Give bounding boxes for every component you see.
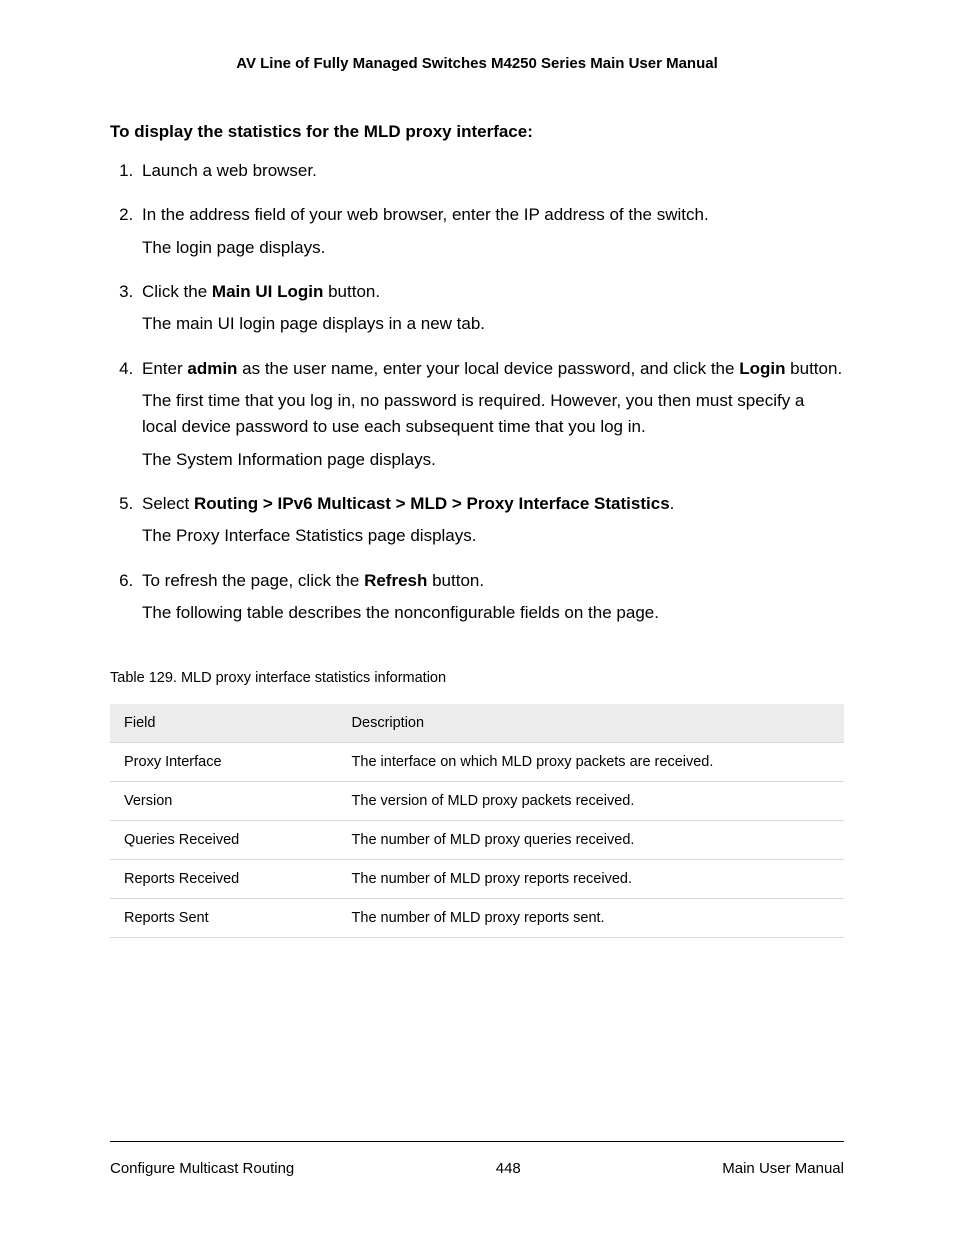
step-subtext: The login page displays. bbox=[142, 235, 844, 261]
step-5: Select Routing > IPv6 Multicast > MLD > … bbox=[138, 491, 844, 550]
cell-field: Version bbox=[110, 782, 338, 821]
text: button. bbox=[427, 571, 484, 590]
document-title: AV Line of Fully Managed Switches M4250 … bbox=[110, 55, 844, 72]
table-row: Version The version of MLD proxy packets… bbox=[110, 782, 844, 821]
cell-desc: The number of MLD proxy queries received… bbox=[338, 821, 844, 860]
step-subtext: The System Information page displays. bbox=[142, 447, 844, 473]
table-row: Queries Received The number of MLD proxy… bbox=[110, 821, 844, 860]
step-text: Enter admin as the user name, enter your… bbox=[142, 359, 842, 378]
text: as the user name, enter your local devic… bbox=[237, 359, 739, 378]
cell-desc: The interface on which MLD proxy packets… bbox=[338, 743, 844, 782]
cell-field: Reports Sent bbox=[110, 899, 338, 938]
step-subtext: The Proxy Interface Statistics page disp… bbox=[142, 523, 844, 549]
table-row: Proxy Interface The interface on which M… bbox=[110, 743, 844, 782]
footer-page-number: 448 bbox=[496, 1160, 521, 1177]
cell-desc: The number of MLD proxy reports sent. bbox=[338, 899, 844, 938]
step-2: In the address field of your web browser… bbox=[138, 202, 844, 261]
text: button. bbox=[323, 282, 380, 301]
table-caption: Table 129. MLD proxy interface statistic… bbox=[110, 670, 844, 686]
text: Click the bbox=[142, 282, 212, 301]
table-row: Reports Received The number of MLD proxy… bbox=[110, 860, 844, 899]
steps-list: Launch a web browser. In the address fie… bbox=[110, 158, 844, 626]
table-header-row: Field Description bbox=[110, 704, 844, 743]
page-footer: Configure Multicast Routing 448 Main Use… bbox=[110, 1141, 844, 1177]
footer-left: Configure Multicast Routing bbox=[110, 1160, 294, 1177]
text: . bbox=[670, 494, 675, 513]
step-text: In the address field of your web browser… bbox=[142, 205, 709, 224]
info-table: Field Description Proxy Interface The in… bbox=[110, 704, 844, 938]
cell-desc: The version of MLD proxy packets receive… bbox=[338, 782, 844, 821]
step-4: Enter admin as the user name, enter your… bbox=[138, 356, 844, 473]
step-subtext: The main UI login page displays in a new… bbox=[142, 311, 844, 337]
text: To refresh the page, click the bbox=[142, 571, 364, 590]
text: Select bbox=[142, 494, 194, 513]
footer-right: Main User Manual bbox=[722, 1160, 844, 1177]
section-heading: To display the statistics for the MLD pr… bbox=[110, 122, 844, 142]
step-text: Click the Main UI Login button. bbox=[142, 282, 380, 301]
text: Enter bbox=[142, 359, 187, 378]
bold-text: admin bbox=[187, 359, 237, 378]
step-6: To refresh the page, click the Refresh b… bbox=[138, 568, 844, 627]
step-text: Launch a web browser. bbox=[142, 161, 317, 180]
text: button. bbox=[785, 359, 842, 378]
bold-text: Refresh bbox=[364, 571, 427, 590]
step-3: Click the Main UI Login button. The main… bbox=[138, 279, 844, 338]
step-text: Select Routing > IPv6 Multicast > MLD > … bbox=[142, 494, 674, 513]
bold-text: Login bbox=[739, 359, 785, 378]
cell-desc: The number of MLD proxy reports received… bbox=[338, 860, 844, 899]
cell-field: Proxy Interface bbox=[110, 743, 338, 782]
step-text: To refresh the page, click the Refresh b… bbox=[142, 571, 484, 590]
col-header-field: Field bbox=[110, 704, 338, 743]
col-header-description: Description bbox=[338, 704, 844, 743]
footer-row: Configure Multicast Routing 448 Main Use… bbox=[110, 1160, 844, 1177]
step-subtext: The following table describes the noncon… bbox=[142, 600, 844, 626]
cell-field: Queries Received bbox=[110, 821, 338, 860]
page: AV Line of Fully Managed Switches M4250 … bbox=[0, 0, 954, 1235]
step-1: Launch a web browser. bbox=[138, 158, 844, 184]
table-row: Reports Sent The number of MLD proxy rep… bbox=[110, 899, 844, 938]
bold-text: Routing > IPv6 Multicast > MLD > Proxy I… bbox=[194, 494, 670, 513]
footer-divider bbox=[110, 1141, 844, 1142]
step-subtext: The first time that you log in, no passw… bbox=[142, 388, 844, 441]
cell-field: Reports Received bbox=[110, 860, 338, 899]
bold-text: Main UI Login bbox=[212, 282, 323, 301]
